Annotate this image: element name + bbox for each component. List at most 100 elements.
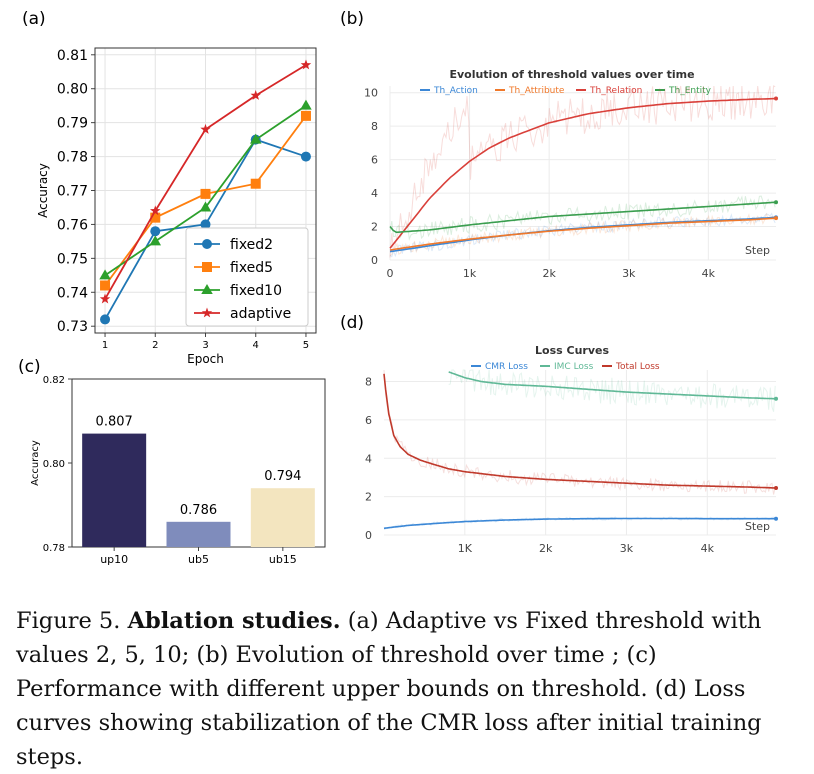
tick-label-x: 5: [303, 340, 309, 351]
tick-label-y: 0: [365, 529, 372, 542]
chart-b-threshold-evolution: Evolution of threshold values over time 0…: [364, 68, 778, 280]
tick-label-x: 0: [387, 267, 394, 280]
tick-label-x: 3: [202, 340, 208, 351]
raw-trace-Th_Attribute: [389, 212, 776, 256]
panel-labels: (a) (b) (c) (d): [18, 9, 364, 377]
tick-label-y: 6: [365, 414, 372, 427]
series-adaptive: [99, 59, 312, 304]
tick-label-x: ub5: [188, 553, 209, 566]
caption-figure-number: Figure 5.: [16, 608, 121, 634]
series-fixed2: [100, 134, 311, 325]
tick-label-y: 10: [364, 87, 378, 100]
end-point-Th_Relation: [774, 96, 778, 101]
tick-label-y: 0: [371, 254, 378, 267]
marker-circle: [300, 151, 311, 162]
tick-label-y: 2: [365, 491, 372, 504]
tick-label-y: 0.80: [43, 459, 65, 470]
series-line-Th_Attribute: [389, 217, 776, 251]
marker-triangle: [300, 99, 312, 110]
tick-label-y: 0.82: [43, 375, 65, 386]
end-point-Total Loss: [774, 485, 778, 490]
plot-frame: [94, 47, 317, 334]
marker-circle: [150, 226, 161, 237]
chart-a-accuracy-vs-epoch: 0.73 0.74 0.75 0.76 0.77 0.78 0.79 0.80 0.81 1 2 3 4…: [36, 47, 317, 366]
marker-square: [300, 110, 311, 121]
legend-label-Total Loss: Total Loss: [615, 362, 660, 372]
bar-up10: [82, 433, 147, 547]
series-line-Th_Relation: [389, 97, 776, 249]
marker-star: [99, 293, 111, 304]
bar-ub5: [166, 521, 231, 547]
tick-label-x: 4: [253, 340, 259, 351]
marker-square: [202, 262, 212, 272]
raw-trace-Th_Relation: [389, 85, 776, 258]
legend-label-Th_Attribute: Th_Attribute: [508, 86, 565, 96]
bar-data-label: 0.807: [96, 415, 133, 430]
y-axis-label: Accuracy: [30, 440, 41, 486]
caption-text: (a) Adaptive vs Fixed threshold with val…: [16, 608, 762, 770]
tick-label-y: 0.77: [57, 184, 88, 200]
marker-star: [250, 90, 261, 100]
tick-label-x: 2k: [539, 542, 553, 555]
end-point-IMC Loss: [774, 396, 778, 401]
marker-star: [300, 59, 312, 70]
tick-label-y: 0.81: [57, 48, 88, 64]
chart-c-upper-bound-bars: 0.78 0.80 0.82 Accuracy 0.807 up10 0.786 ub5 0.7…: [30, 375, 326, 566]
tick-label-y: 0.74: [57, 285, 88, 301]
marker-circle: [200, 219, 211, 230]
x-axis-label: Epoch: [187, 352, 224, 366]
legend-label-adaptive: adaptive: [230, 306, 291, 322]
marker-triangle: [249, 133, 262, 144]
tick-label-x: 1: [102, 340, 108, 351]
marker-triangle: [199, 201, 212, 212]
tick-label-y: 8: [365, 376, 372, 389]
end-point-Th_Attribute: [774, 216, 778, 221]
tick-label-y: 0.73: [57, 319, 88, 335]
tick-label-x: 4k: [701, 542, 715, 555]
marker-circle: [100, 314, 111, 325]
chart-title: Loss Curves: [535, 344, 609, 357]
series-fixed10: [99, 99, 312, 280]
tick-label-y: 0.80: [57, 82, 88, 98]
legend-box: [185, 227, 309, 327]
tick-label-x: 3k: [620, 542, 634, 555]
x-axis-label: Step: [745, 244, 770, 257]
tick-label-x: 2k: [542, 267, 556, 280]
bar-ub15: [250, 488, 315, 547]
marker-star: [150, 205, 161, 216]
legend-label-Th_Entity: Th_Entity: [668, 86, 712, 96]
legend-label-fixed2: fixed2: [230, 237, 273, 253]
x-axis-label: Step: [745, 520, 770, 533]
legend-label-fixed5: fixed5: [230, 260, 273, 276]
end-point-CMR Loss: [774, 516, 778, 521]
tick-label-y: 2: [371, 221, 378, 234]
legend-label-IMC Loss: IMC Loss: [554, 362, 594, 372]
marker-star: [201, 307, 213, 318]
legend-label-Th_Action: Th_Action: [433, 86, 478, 96]
marker-square: [100, 280, 111, 291]
tick-label-x: 1K: [458, 542, 473, 555]
tick-label-y: 8: [371, 120, 378, 133]
marker-triangle: [201, 284, 213, 294]
legend-label-Th_Relation: Th_Relation: [589, 86, 642, 96]
tick-label-y: 0.76: [57, 217, 88, 233]
panel-label-a: (a): [22, 9, 46, 29]
bar-data-label: 0.794: [264, 469, 301, 484]
tick-label-x: ub15: [269, 553, 297, 566]
legend-label-CMR Loss: CMR Loss: [485, 362, 528, 372]
panel-label-c: (c): [18, 357, 41, 377]
marker-square: [150, 212, 161, 223]
marker-triangle: [149, 235, 162, 246]
tick-label-y: 0.75: [57, 251, 88, 267]
marker-triangle: [99, 269, 111, 280]
marker-star: [200, 123, 211, 134]
tick-label-x: 1k: [463, 267, 477, 280]
figure-caption: Figure 5. Ablation studies. (a) Adaptive…: [16, 604, 806, 774]
end-point-Th_Entity: [774, 200, 778, 205]
marker-circle: [202, 239, 212, 249]
tick-label-x: up10: [100, 553, 128, 566]
series-line-CMR Loss: [383, 517, 776, 530]
chart-title: Evolution of threshold values over time: [449, 68, 694, 81]
series-line-Th_Entity: [389, 201, 776, 234]
panel-label-d: (d): [340, 313, 364, 333]
